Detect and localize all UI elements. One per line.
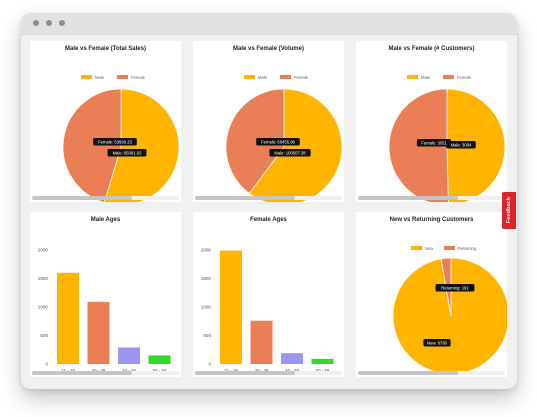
tooltip-box [446, 141, 476, 149]
browser-window: Male vs Femaie (Total Sales) Male Female M… [21, 13, 517, 389]
horizontal-scrollbar[interactable] [195, 196, 342, 200]
y-tick-label: 2000 [38, 248, 49, 253]
legend-swatch-male[interactable] [244, 75, 255, 79]
legend-label-male[interactable]: Male [95, 75, 105, 80]
x-tick-label: 30 - 39 [92, 368, 106, 373]
x-tick-label: 50 - 59 [153, 368, 167, 373]
tooltip-box [416, 139, 452, 147]
panel-title: Female Ages [250, 217, 287, 223]
pie-chart-customers: Male Female Male: 3004 Female: 3051 [388, 75, 506, 202]
window-dot-3 [59, 20, 65, 26]
horizontal-scrollbar[interactable] [358, 196, 505, 200]
tooltip-box [423, 339, 451, 347]
legend-label-female[interactable]: Female [457, 75, 472, 80]
panel-new-returning: New vs Returning Customers New Returning R… [356, 212, 507, 377]
legend-swatch-new[interactable] [411, 246, 422, 250]
horizontal-scrollbar[interactable] [358, 371, 505, 375]
x-tick-label: 40 - 49 [122, 368, 136, 373]
legend-label-female[interactable]: Female [294, 75, 309, 80]
window-dot-1 [33, 20, 39, 26]
y-tick-label: 0 [45, 362, 48, 367]
scrollbar-thumb[interactable] [32, 196, 132, 200]
bar-chart-female-ages: 0 500 1000 1500 2000 21 - 29 30 - 39 40 - 49 50 … [201, 248, 334, 373]
pie-chart-volume: Male Female Male: 100507.38 Female: 66455.9… [225, 75, 343, 202]
y-tick-label: 500 [40, 333, 48, 338]
panel-title: Male vs Female (# Customers) [388, 46, 475, 52]
horizontal-scrollbar[interactable] [32, 196, 179, 200]
feedback-tab[interactable]: Feedback [502, 192, 516, 229]
tooltip-label: Female: 53996.23 [98, 140, 132, 145]
scrollbar-thumb[interactable] [195, 371, 295, 375]
pie-slice-male[interactable] [446, 88, 506, 202]
bar-21-29[interactable] [57, 272, 79, 364]
bar-40-49[interactable] [281, 353, 303, 364]
tooltip-label: Male: 65091.02 [113, 151, 143, 156]
panel-volume: Male vs Female (Volume) Male Female Male: … [193, 41, 344, 202]
panel-title: Male vs Femaie (Total Sales) [65, 46, 146, 52]
tooltip-box [435, 284, 475, 292]
tooltip-label: Male: 100507.38 [274, 151, 306, 156]
tooltip-box [256, 138, 300, 146]
legend-swatch-female[interactable] [117, 75, 128, 79]
y-tick-label: 500 [203, 333, 211, 338]
y-tick-label: 1500 [38, 276, 49, 281]
tooltip-label: New: 6795 [427, 341, 448, 346]
scrollbar-thumb[interactable] [32, 371, 132, 375]
legend-label-returning[interactable]: Returning [458, 246, 477, 251]
y-tick-label: 1000 [38, 305, 49, 310]
legend-label-new[interactable]: New [425, 246, 434, 251]
tooltip-box [107, 149, 147, 157]
scrollbar-thumb[interactable] [358, 196, 458, 200]
window-titlebar [21, 13, 517, 35]
legend-swatch-female[interactable] [443, 75, 454, 79]
x-tick-label: 40 - 49 [285, 368, 299, 373]
tooltip-label: Returning: 191 [441, 286, 469, 291]
window-dot-2 [46, 20, 52, 26]
y-tick-label: 2000 [201, 248, 212, 253]
feedback-label: Feedback [506, 197, 512, 224]
y-tick-label: 1500 [201, 276, 212, 281]
panel-customers: Male vs Female (# Customers) Male Female M… [356, 41, 507, 202]
bar-chart-male-ages: 0 500 1000 1500 2000 21 - 29 30 - 39 40 - 49 50 … [38, 248, 171, 373]
legend-swatch-female[interactable] [280, 75, 291, 79]
panel-title: Male vs Female (Volume) [233, 46, 304, 52]
y-tick-label: 0 [208, 362, 211, 367]
legend-label-male[interactable]: Male [258, 75, 268, 80]
scrollbar-thumb[interactable] [358, 371, 458, 375]
panel-title: Male Ages [90, 217, 121, 223]
x-tick-label: 21 - 29 [61, 368, 75, 373]
tooltip-label: Female: 66455.96 [261, 140, 295, 145]
tooltip-label: Male: 3004 [451, 143, 472, 148]
pie-slice-female[interactable] [225, 88, 285, 195]
pie-slice-female[interactable] [62, 88, 122, 202]
tooltip-label: Female: 3051 [421, 141, 447, 146]
horizontal-scrollbar[interactable] [32, 371, 179, 375]
scrollbar-thumb[interactable] [195, 196, 295, 200]
tooltip-box [269, 149, 311, 157]
legend-label-female[interactable]: Female [131, 75, 146, 80]
legend-swatch-male[interactable] [81, 75, 92, 79]
legend-swatch-male[interactable] [407, 75, 418, 79]
x-tick-label: 21 - 29 [224, 368, 238, 373]
bar-50-59[interactable] [311, 358, 334, 364]
bar-30-39[interactable] [87, 301, 110, 364]
horizontal-scrollbar[interactable] [195, 371, 342, 375]
bar-21-29[interactable] [220, 250, 242, 364]
panel-title: New vs Returning Customers [389, 217, 474, 223]
bar-30-39[interactable] [250, 320, 273, 364]
legend-label-male[interactable]: Male [421, 75, 431, 80]
bar-40-49[interactable] [118, 347, 140, 364]
panel-total-sales: Male vs Femaie (Total Sales) Male Female M… [30, 41, 181, 202]
x-tick-label: 50 - 59 [316, 368, 330, 373]
pie-slice-male[interactable] [104, 88, 180, 202]
x-tick-label: 30 - 39 [255, 368, 269, 373]
y-tick-label: 1000 [201, 305, 212, 310]
panel-female-ages: Female Ages 0 500 1000 1500 2000 21 - 29 30 - … [193, 212, 344, 377]
pie-chart-new-returning: New Returning Returning: 191 New: 6795 [392, 246, 507, 375]
bar-50-59[interactable] [148, 355, 171, 364]
legend-swatch-returning[interactable] [444, 246, 455, 250]
tooltip-box [93, 138, 137, 146]
panel-male-ages: Male Ages 0 500 1000 1500 2000 21 - 29 30 - 39… [30, 212, 181, 377]
pie-chart-total-sales: Male Female Male: 65091.02 Female: 53996.23 [62, 75, 180, 202]
